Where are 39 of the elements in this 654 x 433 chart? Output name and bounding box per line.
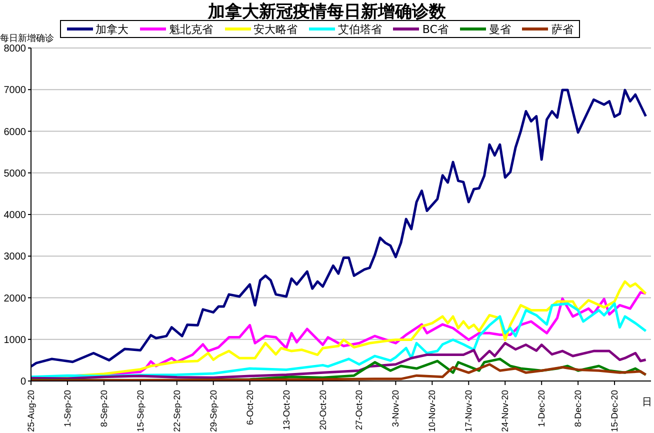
x-tick-label: 25-Aug-20 — [26, 390, 36, 432]
x-tick-label: 24-Nov-20 — [500, 390, 510, 432]
legend-label: 魁北克省 — [169, 22, 214, 36]
x-tick-label: 29-Sep-20 — [208, 390, 218, 432]
y-tick-label: 6000 — [4, 126, 26, 138]
legend-label: 艾伯塔省 — [338, 22, 382, 36]
y-tick-label: 3000 — [4, 252, 26, 263]
x-tick-label: 15-Sep-20 — [135, 390, 146, 432]
line-series — [31, 88, 648, 368]
y-tick-label: 2000 — [4, 293, 26, 304]
line-series — [31, 342, 648, 380]
x-tick-label: 3-Nov-20 — [390, 390, 401, 428]
legend-label: 曼省 — [488, 22, 511, 36]
y-tick-label: 0 — [20, 376, 26, 388]
x-tick-label: 1-Sep-20 — [62, 390, 72, 428]
y-tick-label: 4000 — [4, 210, 26, 222]
y-axis-title: 每日新增确诊 — [0, 32, 54, 44]
x-tick-label: 10-Nov-20 — [427, 390, 438, 432]
y-tick-label: 5000 — [4, 168, 26, 180]
y-tick-label: 8000 — [4, 44, 26, 55]
x-tick-label: 13-Oct-20 — [281, 390, 292, 430]
y-tick-label: 1000 — [4, 334, 26, 346]
legend-label: 安大略省 — [254, 22, 298, 36]
chart-title: 加拿大新冠疫情每日新增确诊数 — [206, 1, 447, 23]
x-tick-label: 17-Nov-20 — [464, 390, 474, 432]
legend-label: 加拿大 — [96, 22, 129, 36]
x-tick-label: 8-Dec-20 — [573, 390, 584, 428]
x-axis-title: 日 — [642, 396, 652, 409]
x-tick-label: 1-Dec-20 — [536, 390, 547, 428]
x-tick-label: 6-Oct-20 — [244, 390, 255, 426]
x-tick-label: 20-Oct-20 — [318, 390, 328, 430]
x-tick-label: 22-Sep-20 — [172, 390, 182, 432]
x-tick-label: 15-Dec-20 — [610, 390, 620, 432]
x-tick-label: 27-Oct-20 — [354, 390, 364, 430]
y-tick-label: 7000 — [4, 85, 26, 96]
legend-label: 萨省 — [551, 22, 574, 36]
line-series — [31, 363, 648, 381]
legend-label: BC省 — [422, 22, 448, 36]
x-tick-label: 8-Sep-20 — [98, 390, 109, 428]
